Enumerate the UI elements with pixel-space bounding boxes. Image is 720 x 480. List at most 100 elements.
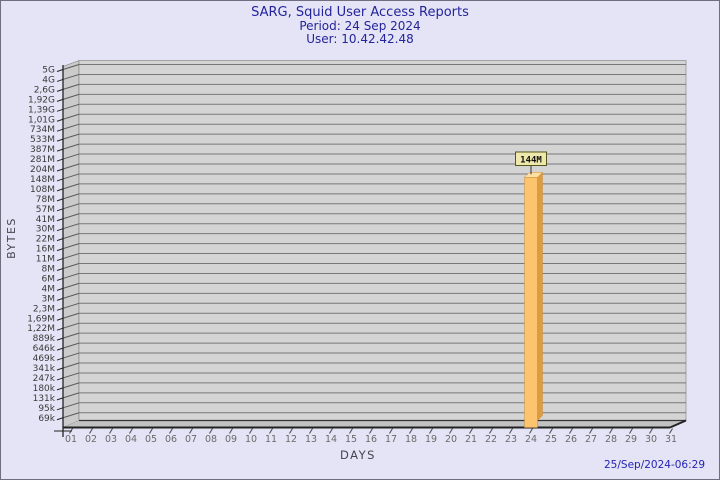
y-grid-depth-line bbox=[62, 402, 80, 409]
x-axis-tick bbox=[369, 428, 373, 434]
y-axis-tick-label: 247k bbox=[33, 374, 56, 384]
x-axis-tick-label: 02 bbox=[85, 434, 97, 445]
y-grid-depth-line bbox=[62, 312, 80, 319]
y-grid-depth-line bbox=[62, 223, 80, 230]
y-axis-tick bbox=[56, 108, 64, 112]
floor-right-edge bbox=[669, 419, 687, 429]
x-axis-tick-label: 08 bbox=[205, 434, 217, 445]
x-axis-tick bbox=[289, 428, 293, 434]
plot-area bbox=[78, 60, 687, 421]
report-title: SARG, Squid User Access Reports bbox=[251, 5, 469, 20]
y-axis-tick bbox=[56, 357, 64, 361]
y-axis-tick-label: 11M bbox=[36, 255, 55, 265]
bar-value-callout-box bbox=[515, 151, 547, 166]
y-axis-tick bbox=[56, 417, 64, 421]
y-axis-tick bbox=[56, 297, 64, 301]
y-axis-tick-label: 3M bbox=[42, 294, 56, 304]
x-axis-tick-label: 05 bbox=[145, 434, 157, 445]
y-axis-tick-label: 41M bbox=[36, 215, 55, 225]
y-axis-tick bbox=[56, 128, 64, 132]
y-grid-depth-line bbox=[62, 183, 80, 190]
x-axis-tick-label: 06 bbox=[165, 434, 177, 445]
y-grid-depth-line bbox=[62, 352, 80, 359]
y-axis-tick-label: 734M bbox=[30, 125, 55, 135]
y-axis-title: BYTES bbox=[5, 217, 18, 259]
x-axis-tick-label: 01 bbox=[65, 434, 77, 445]
y-axis-tick bbox=[56, 238, 64, 242]
y-axis-tick bbox=[56, 317, 64, 321]
x-axis-tick bbox=[229, 428, 233, 434]
y-grid-depth-line bbox=[62, 233, 80, 240]
y-grid-depth-line bbox=[62, 153, 80, 160]
x-axis-tick-label: 09 bbox=[225, 434, 237, 445]
y-axis-tick bbox=[56, 208, 64, 212]
bar-value-label: 144M bbox=[520, 156, 542, 166]
x-axis-tick-label: 20 bbox=[445, 434, 457, 445]
x-axis-tick bbox=[589, 428, 593, 434]
y-grid-depth-line bbox=[62, 203, 80, 210]
y-axis-tick-label: 2,3M bbox=[33, 304, 55, 314]
y-axis-tick-label: 5G bbox=[42, 66, 55, 76]
axis-floor-3d bbox=[63, 420, 686, 428]
x-axis-tick-label: 23 bbox=[505, 434, 517, 445]
y-grid-depth-line bbox=[62, 342, 80, 349]
x-axis-tick bbox=[269, 428, 273, 434]
x-axis-tick bbox=[609, 428, 613, 434]
y-axis-tick bbox=[56, 387, 64, 391]
x-axis-tick bbox=[129, 428, 133, 434]
y-axis-tick-label: 6M bbox=[42, 274, 56, 284]
y-grid-depth-line bbox=[62, 113, 80, 120]
x-axis-tick-label: 03 bbox=[105, 434, 117, 445]
x-axis-tick-label: 18 bbox=[405, 434, 417, 445]
report-header: SARG, Squid User Access Reports Period: … bbox=[1, 6, 719, 46]
y-axis-tick bbox=[56, 218, 64, 222]
x-axis-tick bbox=[509, 428, 513, 434]
x-axis-tick bbox=[89, 428, 93, 434]
y-grid-depth-line bbox=[62, 93, 80, 100]
y-axis-tick-label: 889k bbox=[33, 334, 56, 344]
y-axis-tick bbox=[56, 78, 64, 82]
x-axis-tick bbox=[109, 428, 113, 434]
x-axis-tick-label: 04 bbox=[125, 434, 137, 445]
y-grid-depth-line bbox=[62, 392, 80, 399]
y-axis-tick-label: 180k bbox=[33, 384, 56, 394]
x-axis-tick bbox=[309, 428, 313, 434]
y-axis-tick bbox=[56, 367, 64, 371]
x-axis-tick bbox=[429, 428, 433, 434]
x-axis-tick-label: 29 bbox=[625, 434, 637, 445]
y-axis-tick bbox=[56, 258, 64, 262]
y-axis-tick bbox=[56, 228, 64, 232]
x-axis-tick bbox=[389, 428, 393, 434]
y-axis-tick bbox=[56, 407, 64, 411]
x-axis-tick bbox=[349, 428, 353, 434]
x-axis-tick-label: 10 bbox=[245, 434, 257, 445]
x-axis-tick-label: 31 bbox=[665, 434, 677, 445]
y-grid-depth-line bbox=[62, 272, 80, 279]
y-grid-depth-line bbox=[62, 382, 80, 389]
x-axis-tick bbox=[329, 428, 333, 434]
report-period: Period: 24 Sep 2024 bbox=[299, 19, 421, 33]
y-grid-depth-line bbox=[62, 73, 80, 80]
y-grid-depth-line bbox=[62, 322, 80, 329]
y-axis-tick-label: 533M bbox=[30, 135, 55, 145]
y-axis-tick-label: 2,6G bbox=[34, 85, 55, 95]
y-axis-tick bbox=[56, 268, 64, 271]
report-timestamp: 25/Sep/2024-06:29 bbox=[604, 459, 705, 471]
x-axis-tick-label: 27 bbox=[585, 434, 597, 445]
y-grid-depth-line bbox=[62, 292, 80, 299]
y-axis-tick-label: 281M bbox=[30, 155, 55, 165]
y-axis-tick-label: 131k bbox=[33, 394, 56, 404]
y-grid-depth-line bbox=[62, 332, 80, 339]
x-axis-tick-label: 22 bbox=[485, 434, 497, 445]
y-axis-tick-label: 57M bbox=[36, 205, 55, 215]
x-axis-tick bbox=[409, 428, 413, 434]
y-axis-tick-label: 387M bbox=[30, 145, 55, 155]
x-axis-tick bbox=[209, 428, 213, 434]
y-grid-depth-line bbox=[62, 263, 80, 269]
x-axis-tick-label: 25 bbox=[545, 434, 557, 445]
x-axis-tick-label: 21 bbox=[465, 434, 477, 445]
y-axis-tick bbox=[56, 277, 64, 281]
y-axis-tick bbox=[56, 377, 64, 381]
x-axis-tick bbox=[569, 428, 573, 434]
